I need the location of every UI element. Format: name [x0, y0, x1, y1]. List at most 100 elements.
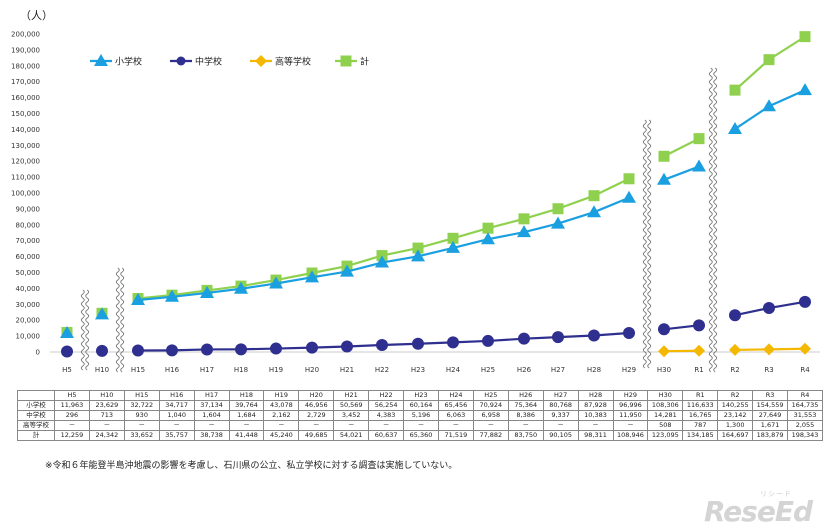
table-cell: 50,569: [333, 400, 370, 411]
data-point: [551, 216, 565, 229]
data-point: [235, 343, 247, 356]
data-point: [131, 292, 145, 305]
data-point: [447, 336, 459, 349]
table-cell: －: [403, 420, 439, 431]
x-tick-label: H29: [622, 366, 636, 374]
table-header-cell: H28: [577, 390, 614, 401]
data-point: [481, 232, 495, 245]
table-header-cell: H10: [88, 390, 125, 401]
data-point: [729, 84, 741, 96]
y-tick-label: 170,000: [11, 78, 40, 86]
data-point: [412, 337, 424, 350]
table-cell: 123,095: [647, 430, 684, 441]
table-cell: 96,996: [612, 400, 649, 411]
table-cell: 71,519: [437, 430, 474, 441]
x-tick-label: R4: [800, 366, 810, 374]
table-header-cell: H20: [298, 390, 335, 401]
data-point: [305, 270, 319, 283]
table-header-row: H5 H10 H15 H16 H17 H18 H19 H20 H21 H22 H23 H24 H25 H2…: [17, 390, 823, 401]
table-row: 小学校 11,963 23,629 32,722 34,717 37,134 39,764 4…: [17, 400, 823, 411]
table-cell: －: [542, 420, 579, 431]
table-cell: 2,162: [263, 410, 300, 421]
table-header-cell: H25: [472, 390, 509, 401]
table-cell: 90,105: [542, 430, 579, 441]
x-tick-label: H10: [95, 366, 109, 374]
table-cell: 54,021: [333, 430, 370, 441]
table-cell: 60,637: [368, 430, 405, 441]
series-0: [60, 83, 812, 338]
table-cell: 9,337: [542, 410, 579, 421]
data-point: [482, 222, 494, 234]
x-tick-label: R1: [694, 366, 703, 374]
y-tick-label: 180,000: [11, 62, 40, 70]
table-cell: 1,604: [193, 410, 230, 421]
table-cell: 31,553: [787, 410, 823, 421]
data-point: [446, 240, 460, 253]
table-cell: 80,768: [542, 400, 579, 411]
data-point: [132, 344, 144, 357]
table-cell: 23,142: [717, 410, 754, 421]
x-tick-label: H15: [131, 366, 145, 374]
y-tick-label: 20,000: [16, 317, 41, 325]
x-tick-label: H24: [446, 366, 461, 374]
x-tick-label: H21: [340, 366, 354, 374]
table-cell: 38,738: [193, 430, 230, 441]
table-cell: 49,685: [298, 430, 335, 441]
data-point: [588, 190, 600, 202]
table-cell: 116,633: [682, 400, 719, 411]
table-cell: －: [228, 420, 265, 431]
x-tick-label: R3: [764, 366, 773, 374]
table-cell: 41,448: [228, 430, 265, 441]
data-point: [552, 203, 564, 215]
data-table-grid: H5 H10 H15 H16 H17 H18 H19 H20 H21 H22 H23 H24 H25 H2…: [17, 390, 823, 441]
table-cell: －: [88, 420, 125, 431]
data-point: [340, 264, 354, 277]
table-cell: 45,240: [263, 430, 300, 441]
table-cell: 6,063: [437, 410, 474, 421]
table-cell: 164,697: [717, 430, 754, 441]
data-point: [95, 307, 109, 320]
legend-marker: [255, 55, 267, 67]
table-cell: 37,134: [193, 400, 230, 411]
data-point: [411, 249, 425, 262]
data-point: [375, 255, 389, 268]
data-point: [518, 213, 530, 225]
watermark-logo: リシード ReseEd: [704, 490, 813, 528]
table-cell: 164,735: [787, 400, 823, 411]
y-tick-label: 160,000: [11, 94, 40, 102]
data-point: [763, 54, 775, 66]
table-cell: 8,386: [507, 410, 544, 421]
data-point: [693, 344, 705, 357]
table-header-cell: H17: [193, 390, 230, 401]
table-cell: 1,684: [228, 410, 265, 421]
table-cell: 16,765: [682, 410, 719, 421]
data-point: [692, 159, 706, 172]
legend-label: 高等学校: [275, 56, 311, 68]
x-tick-label: H30: [657, 366, 671, 374]
legend-label: 計: [360, 56, 369, 68]
data-point: [658, 323, 670, 336]
table-cell: 1,300: [717, 420, 754, 431]
table-cell: 10,383: [577, 410, 614, 421]
data-point: [658, 345, 670, 358]
table-row: 高等学校－－－－－－－－－－－－－－－－－ 508 787 1,300 1,671 2,0…: [17, 420, 823, 431]
data-point: [623, 326, 635, 339]
table-cell: 23,629: [88, 400, 125, 411]
table-cell: －: [158, 420, 195, 431]
table-cell: 1,671: [752, 420, 789, 431]
x-tick-label: H26: [517, 366, 532, 374]
table-cell: 32,722: [123, 400, 160, 411]
data-point: [412, 242, 424, 254]
legend-marker: [94, 54, 108, 66]
legend-item: 中学校: [170, 56, 222, 68]
data-point: [799, 295, 811, 308]
series-line: [663, 137, 700, 158]
legend-item: 小学校: [90, 54, 142, 68]
y-tick-label: 120,000: [11, 158, 40, 166]
table-cell: 83,750: [507, 430, 544, 441]
data-point: [763, 343, 775, 356]
legend-label: 中学校: [195, 56, 222, 68]
table-cell: －: [54, 420, 90, 431]
x-tick-label: R2: [730, 366, 739, 374]
series-3: [61, 31, 811, 339]
